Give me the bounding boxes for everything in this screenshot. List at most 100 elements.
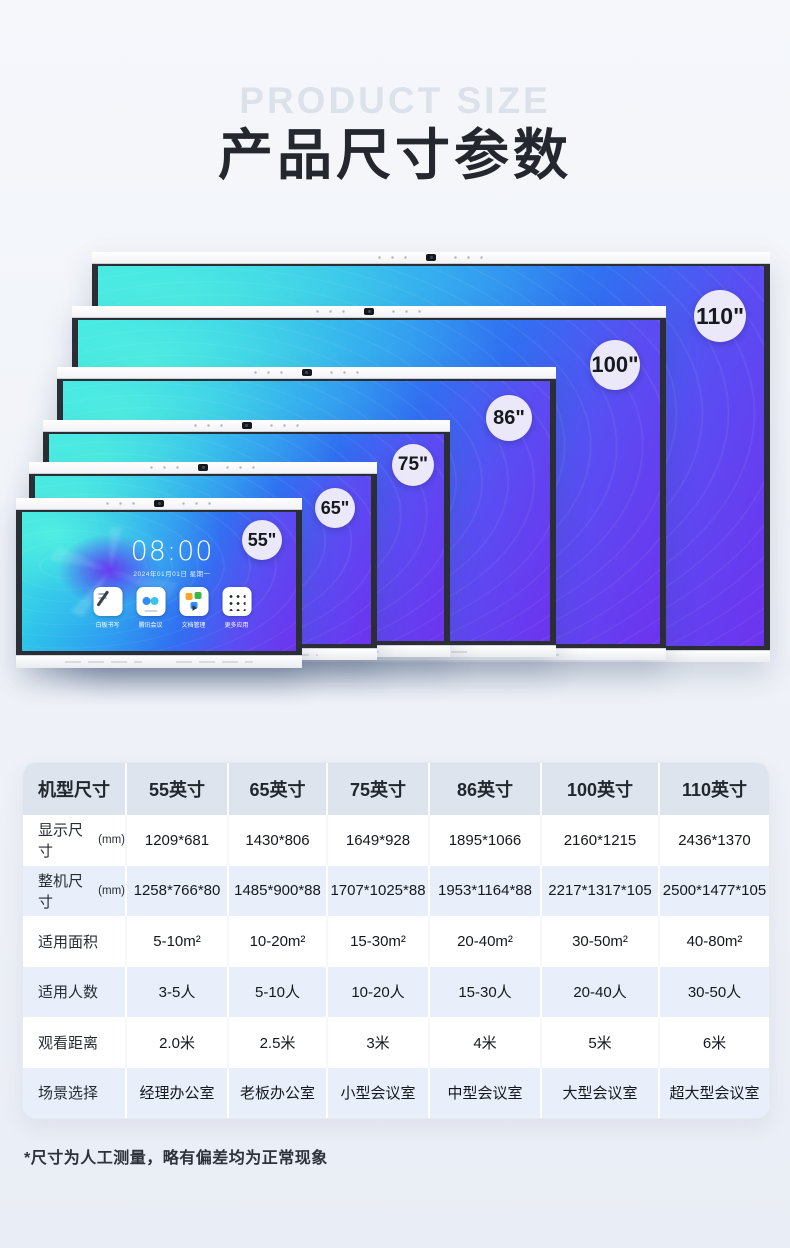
camera-icon: [154, 500, 164, 507]
home-screen: 08:00 2024年01月01日 星期一 白板书写 腾讯会议 文档管理 更多应用: [91, 538, 254, 629]
more-icon: [222, 587, 252, 616]
footnote: *尺寸为人工测量，略有偏差均为正常现象: [24, 1150, 328, 1167]
spec-cell-0-1: 1430*806: [227, 815, 326, 866]
spec-cell-4-4: 5米: [540, 1017, 658, 1068]
spec-cell-2-1: 10-20m²: [227, 916, 326, 967]
clock: 08:00: [130, 536, 214, 567]
row-label-5: 场景选择: [23, 1067, 125, 1118]
mic-dots-icon: [177, 502, 217, 505]
camera-icon: [241, 422, 252, 429]
mic-dots-icon: [221, 466, 261, 469]
mic-dots-icon: [373, 256, 413, 259]
col-header-5: 100英寸: [540, 763, 658, 815]
app-label: 腾讯会议: [138, 622, 163, 629]
spec-cell-3-4: 20-40人: [540, 966, 658, 1017]
row-label-4: 观看距离: [23, 1017, 125, 1068]
row-label-text: 整机尺寸: [38, 872, 84, 911]
spec-cell-0-2: 1649*928: [326, 815, 428, 866]
display-panel-55: 08:00 2024年01月01日 星期一 白板书写 腾讯会议 文档管理 更多应用 5…: [16, 498, 302, 668]
top-bezel: [29, 462, 377, 474]
spec-cell-2-3: 20-40m²: [428, 916, 540, 967]
col-header-0: 机型尺寸: [23, 763, 125, 815]
spec-cell-0-4: 2160*1215: [540, 815, 658, 866]
row-label-suffix: (mm): [98, 884, 125, 897]
camera-icon: [426, 254, 436, 261]
camera-icon: [198, 464, 208, 471]
screen-wallpaper: 08:00 2024年01月01日 星期一 白板书写 腾讯会议 文档管理 更多应用 5…: [22, 512, 296, 651]
spec-cell-3-2: 10-20人: [326, 966, 428, 1017]
app-more: 更多应用: [220, 587, 254, 629]
spec-cell-1-2: 1707*1025*88: [326, 865, 428, 916]
spec-cell-0-0: 1209*681: [125, 815, 227, 866]
top-bezel: [16, 498, 302, 510]
eyebrow-title: PRODUCT SIZE: [239, 80, 551, 121]
row-label-suffix: (mm): [98, 834, 125, 847]
spec-cell-4-1: 2.5米: [227, 1017, 326, 1068]
row-label-text: 观看距离: [38, 1034, 99, 1052]
spec-cell-2-5: 40-80m²: [658, 916, 769, 967]
hero-section: PRODUCT SIZE 产品尺寸参数: [0, 0, 790, 186]
meeting-icon: [136, 587, 166, 616]
spec-cell-0-5: 2436*1370: [658, 815, 769, 866]
spec-cell-4-5: 6米: [658, 1017, 769, 1068]
spec-cell-4-2: 3米: [326, 1017, 428, 1068]
row-label-text: 场景选择: [38, 1085, 99, 1103]
mic-dots-icon: [324, 371, 365, 374]
size-badge-110: 110": [694, 290, 746, 342]
spec-cell-5-5: 超大型会议室: [658, 1067, 769, 1118]
spec-table: 机型尺寸 55英寸 65英寸 75英寸 86英寸 100英寸 110英寸 显示尺寸 (mm) 12…: [23, 763, 769, 1118]
spec-cell-1-5: 2500*1477*105: [658, 865, 769, 916]
row-label-text: 适用面积: [38, 933, 99, 951]
size-badge-100: 100": [590, 340, 640, 390]
size-badge-75: 75": [392, 444, 434, 486]
mic-dots-icon: [248, 371, 289, 374]
spec-cell-5-1: 老板办公室: [227, 1067, 326, 1118]
row-label-text: 显示尺寸: [38, 822, 84, 861]
spec-cell-1-4: 2217*1317*105: [540, 865, 658, 916]
mic-dots-icon: [101, 502, 141, 505]
spec-cell-2-2: 15-30m²: [326, 916, 428, 967]
size-badge-86: 86": [486, 395, 532, 441]
row-label-1: 整机尺寸 (mm): [23, 865, 125, 916]
screen-frame: 08:00 2024年01月01日 星期一 白板书写 腾讯会议 文档管理 更多应用 5…: [16, 510, 302, 655]
col-header-1: 55英寸: [125, 763, 227, 815]
col-header-6: 110英寸: [658, 763, 769, 815]
whiteboard-icon: [93, 587, 123, 616]
col-header-2: 65英寸: [227, 763, 326, 815]
mic-dots-icon: [264, 424, 305, 427]
docs-icon: [179, 587, 209, 616]
spec-table-card: 机型尺寸 55英寸 65英寸 75英寸 86英寸 100英寸 110英寸 显示尺寸 (mm) 12…: [22, 762, 770, 1119]
app-meeting: 腾讯会议: [134, 587, 168, 629]
page-title: 产品尺寸参数: [217, 124, 572, 186]
app-label: 更多应用: [224, 622, 249, 629]
spec-cell-5-4: 大型会议室: [540, 1067, 658, 1118]
spec-cell-1-1: 1485*900*88: [227, 865, 326, 916]
spec-cell-5-3: 中型会议室: [428, 1067, 540, 1118]
spec-cell-1-3: 1953*1164*88: [428, 865, 540, 916]
col-header-3: 75英寸: [326, 763, 428, 815]
spec-cell-3-0: 3-5人: [125, 966, 227, 1017]
spec-cell-5-2: 小型会议室: [326, 1067, 428, 1118]
date-text: 2024年01月01日 星期一: [133, 571, 211, 578]
size-badge-55: 55": [242, 520, 282, 560]
app-label: 白板书写: [95, 622, 120, 629]
top-bezel: [72, 306, 666, 318]
spec-cell-4-3: 4米: [428, 1017, 540, 1068]
row-label-3: 适用人数: [23, 966, 125, 1017]
row-label-2: 适用面积: [23, 916, 125, 967]
spec-cell-2-4: 30-50m²: [540, 916, 658, 967]
mic-dots-icon: [449, 256, 489, 259]
top-bezel: [92, 252, 770, 264]
mic-dots-icon: [145, 466, 185, 469]
row-label-text: 适用人数: [38, 984, 99, 1002]
spec-cell-3-3: 15-30人: [428, 966, 540, 1017]
mic-dots-icon: [188, 424, 229, 427]
app-whiteboard: 白板书写: [91, 587, 125, 629]
spec-cell-2-0: 5-10m²: [125, 916, 227, 967]
spec-cell-4-0: 2.0米: [125, 1017, 227, 1068]
spec-cell-0-3: 1895*1066: [428, 815, 540, 866]
mic-dots-icon: [311, 310, 351, 313]
spec-cell-3-5: 30-50人: [658, 966, 769, 1017]
camera-icon: [301, 369, 312, 376]
